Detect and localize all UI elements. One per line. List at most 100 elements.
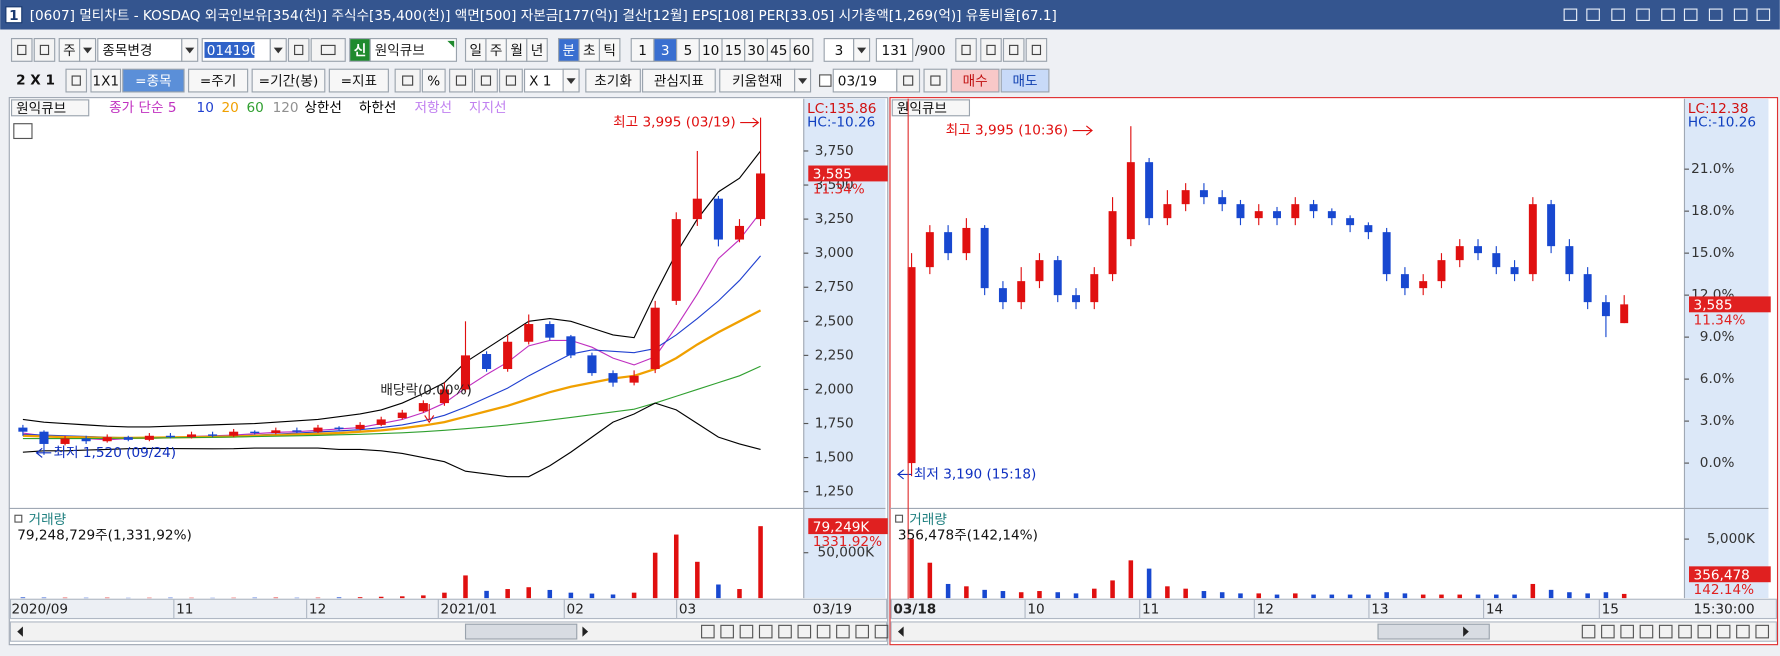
icon-button[interactable] xyxy=(394,68,421,93)
window-control[interactable] xyxy=(1586,8,1600,21)
button-label[interactable]: =지표 xyxy=(341,74,377,90)
window-control[interactable] xyxy=(1563,8,1578,21)
button-face[interactable] xyxy=(90,68,122,93)
button-face[interactable] xyxy=(875,38,914,62)
zoom-control[interactable] xyxy=(1736,624,1750,639)
button[interactable]: 30 xyxy=(744,38,768,62)
button[interactable]: % xyxy=(421,68,446,93)
button-label[interactable]: 일 xyxy=(469,43,482,59)
button[interactable]: 03/19 xyxy=(832,68,898,93)
button-face[interactable] xyxy=(789,38,814,62)
window-control[interactable] xyxy=(1708,8,1723,21)
icon-button[interactable] xyxy=(896,68,921,93)
button-label[interactable]: 15 xyxy=(725,43,742,59)
zoom-control[interactable] xyxy=(1697,624,1712,639)
window-control[interactable] xyxy=(1683,8,1698,21)
button[interactable]: 15 xyxy=(721,38,746,62)
icon-face[interactable] xyxy=(287,38,310,62)
chart-name[interactable]: 원익큐브 xyxy=(10,99,90,117)
button[interactable]: 45 xyxy=(766,38,791,62)
icon-button[interactable] xyxy=(474,68,498,93)
icon-face[interactable] xyxy=(1025,38,1048,62)
button-face[interactable] xyxy=(421,68,446,93)
button-label[interactable]: X 1 xyxy=(529,74,551,90)
zoom-control[interactable] xyxy=(758,624,773,639)
icon-glyph[interactable] xyxy=(294,44,304,56)
icon-button[interactable] xyxy=(10,38,33,62)
icon-glyph[interactable] xyxy=(320,44,336,56)
zoom-control[interactable] xyxy=(1678,624,1692,639)
button-label[interactable]: 관심지표 xyxy=(654,74,704,90)
button-face[interactable] xyxy=(950,68,1000,93)
button-face[interactable] xyxy=(122,68,185,93)
button-face[interactable] xyxy=(526,38,548,62)
button-face[interactable] xyxy=(10,99,90,117)
stock-code[interactable]: 014190 xyxy=(207,43,259,59)
button-face[interactable] xyxy=(188,68,249,93)
button-label[interactable]: =기간(봉) xyxy=(259,74,319,90)
icon-button[interactable] xyxy=(1025,38,1048,62)
button[interactable]: 관심지표 xyxy=(642,68,716,93)
button[interactable]: 분 xyxy=(558,38,580,62)
zoom-control[interactable] xyxy=(874,624,889,639)
button-label[interactable]: 분 xyxy=(563,43,576,59)
icon-button[interactable] xyxy=(449,68,473,93)
icon-face[interactable] xyxy=(33,38,56,62)
icon-glyph[interactable] xyxy=(505,75,517,86)
icon-button[interactable] xyxy=(499,68,523,93)
icon-face[interactable] xyxy=(65,68,88,93)
button-label[interactable]: 매도 xyxy=(1013,74,1038,90)
icon-face[interactable] xyxy=(10,38,33,62)
button-face[interactable] xyxy=(328,68,389,93)
window-control[interactable] xyxy=(1611,8,1625,21)
icon-glyph[interactable] xyxy=(986,44,996,56)
button-label[interactable]: 10 xyxy=(702,43,719,59)
button[interactable]: =지표 xyxy=(328,68,389,93)
button[interactable]: 3 xyxy=(653,38,678,62)
icon-glyph[interactable] xyxy=(480,75,492,86)
icon-button[interactable] xyxy=(65,68,88,93)
icon-glyph[interactable] xyxy=(71,75,81,86)
scroll-thumb[interactable] xyxy=(464,623,578,640)
button[interactable]: 주 xyxy=(485,38,507,62)
button[interactable]: =기간(봉) xyxy=(251,68,326,93)
window-control[interactable] xyxy=(1733,8,1748,21)
scroll-arrow[interactable] xyxy=(897,626,904,637)
button[interactable]: 1X1 xyxy=(90,68,122,93)
scroll-arrow[interactable] xyxy=(1463,626,1469,637)
icon-button[interactable] xyxy=(33,38,56,62)
scroll-thumb[interactable] xyxy=(1377,623,1490,640)
button-label[interactable]: 주 xyxy=(490,43,503,59)
icon-glyph[interactable] xyxy=(39,44,50,56)
button-label[interactable]: 1 xyxy=(638,43,647,59)
button[interactable]: =종목 xyxy=(122,68,185,93)
button-label[interactable]: 3 xyxy=(661,43,670,59)
icon-face[interactable] xyxy=(1002,38,1025,62)
zoom-control[interactable] xyxy=(778,624,792,639)
button-label[interactable]: 131 xyxy=(882,43,908,59)
button-label[interactable]: =종목 xyxy=(135,74,171,90)
button[interactable]: 3 xyxy=(823,38,855,62)
button-label[interactable]: 1X1 xyxy=(92,74,119,90)
icon-button[interactable] xyxy=(287,38,310,62)
window-control[interactable] xyxy=(1661,8,1675,21)
icon-glyph[interactable] xyxy=(1031,44,1042,56)
scroll-arrow[interactable] xyxy=(17,626,23,637)
button-label[interactable]: 년 xyxy=(531,43,544,59)
icon-face[interactable] xyxy=(980,38,1002,62)
button[interactable]: 131 xyxy=(875,38,914,62)
zoom-control[interactable] xyxy=(816,624,831,639)
icon-button[interactable] xyxy=(923,68,948,93)
button-label[interactable]: 신 xyxy=(354,43,367,59)
button-label[interactable]: 45 xyxy=(770,43,787,59)
window-control[interactable] xyxy=(1756,8,1771,21)
zoom-control[interactable] xyxy=(855,624,870,639)
button-face[interactable] xyxy=(891,99,971,117)
button-label[interactable]: 틱 xyxy=(603,43,616,59)
button[interactable]: 주 xyxy=(58,38,81,62)
button-label[interactable]: 주 xyxy=(63,43,76,59)
button[interactable]: 5 xyxy=(676,38,700,62)
icon-button[interactable] xyxy=(980,38,1002,62)
button[interactable]: 매수 xyxy=(950,68,1000,93)
zoom-control[interactable] xyxy=(1639,624,1654,639)
